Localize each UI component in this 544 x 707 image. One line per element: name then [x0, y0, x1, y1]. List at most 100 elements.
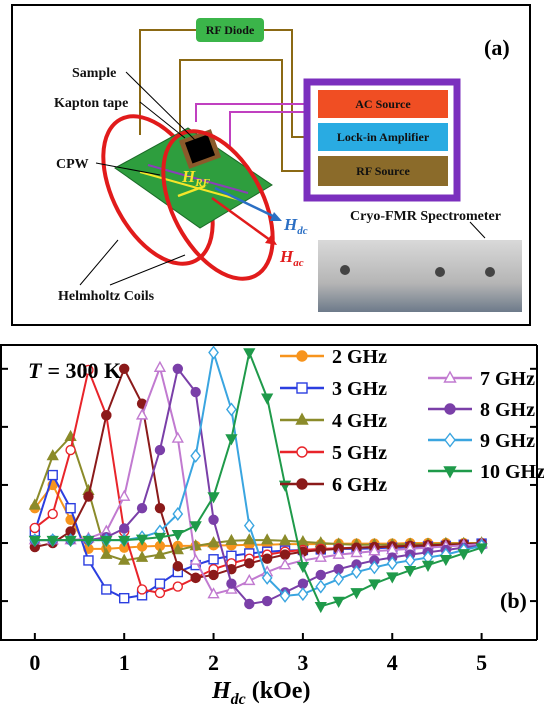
marker: [443, 370, 457, 383]
sample-label: Sample: [72, 66, 116, 81]
marker: [368, 579, 381, 591]
marker: [386, 572, 399, 584]
series: [29, 345, 487, 603]
marker: [172, 561, 184, 572]
legend-label: 7 GHz: [480, 368, 535, 390]
symbol: H: [279, 247, 294, 266]
wire: [179, 59, 318, 172]
hrf-arrow: [177, 184, 206, 198]
marker: [244, 598, 255, 610]
marker: [278, 480, 292, 492]
marker: [261, 393, 274, 405]
marker: [279, 588, 291, 603]
hdc-label: Hdc: [283, 215, 308, 237]
marker: [154, 502, 166, 514]
marker: [278, 558, 292, 570]
marker: [207, 492, 220, 504]
legend-label: 8 GHz: [480, 399, 535, 421]
legend-label: 6 GHz: [332, 474, 387, 496]
marker: [101, 410, 112, 421]
marker: [190, 572, 201, 584]
x-tick-label: 0: [29, 650, 40, 675]
marker: [444, 432, 456, 448]
marker: [118, 363, 130, 375]
wire: [195, 103, 318, 122]
marker: [83, 555, 94, 566]
series: [29, 364, 487, 599]
panel-a: RF Diode (a) HRF Hdc Hac Sample Kapton t…: [11, 4, 531, 326]
marker: [457, 549, 470, 561]
series: [29, 469, 487, 604]
x-tick-label: 2: [208, 650, 219, 675]
hac-arrow: [211, 196, 271, 242]
marker: [314, 550, 327, 562]
marker: [296, 478, 308, 490]
annotation-text: = 300 K: [47, 358, 121, 383]
instrument-label: Lock-in Amplifier: [337, 130, 430, 144]
marker: [297, 578, 309, 589]
marker: [136, 584, 148, 595]
marker: [154, 444, 166, 456]
marker: [28, 498, 41, 510]
marker: [118, 592, 130, 604]
marker: [315, 579, 327, 594]
marker: [444, 403, 456, 415]
cpw-line: [139, 171, 241, 201]
marker: [189, 553, 202, 565]
legend-label: 9 GHz: [480, 430, 535, 452]
marker: [136, 502, 148, 514]
marker: [83, 491, 94, 502]
symbol: H: [283, 215, 298, 234]
cpw-label: CPW: [56, 157, 89, 172]
panel-label: (b): [500, 588, 527, 613]
plot: 0 1 2 3 4 5 2 GHz 3 GHz 4 GHz 5 GHz 6 GHz 7 GHz 8 GH…: [1, 345, 544, 675]
symbol: H: [181, 167, 196, 186]
marker: [135, 408, 149, 420]
x-tick-label: 4: [387, 650, 398, 675]
marker: [190, 386, 201, 398]
photo-detail: [340, 265, 350, 275]
subscript: dc: [231, 691, 246, 707]
hdc-arrow: [214, 186, 276, 219]
marker: [135, 534, 149, 546]
marker: [225, 434, 238, 446]
panel-b: 0 1 2 3 4 5 2 GHz 3 GHz 4 GHz 5 GHz 6 GHz 7 GHz 8 GH…: [0, 344, 544, 707]
marker: [171, 543, 184, 555]
marker: [226, 402, 237, 417]
marker: [46, 449, 59, 461]
annotation: T = 300 K: [28, 358, 121, 383]
marker: [171, 530, 184, 542]
marker: [208, 514, 219, 525]
marker: [172, 506, 184, 521]
marker: [118, 535, 131, 547]
marker: [314, 602, 327, 614]
marker: [64, 535, 77, 547]
marker: [350, 546, 363, 558]
marker: [296, 350, 308, 362]
series: [29, 479, 487, 555]
sample: [184, 134, 216, 164]
marker: [278, 533, 292, 545]
subscript: dc: [297, 225, 308, 237]
marker: [475, 543, 488, 555]
rf-diode-box: [196, 18, 264, 42]
marker: [100, 535, 113, 547]
marker: [154, 578, 166, 589]
marker: [171, 431, 184, 443]
x-tick-label: 5: [476, 650, 487, 675]
symbol: H: [211, 678, 232, 704]
marker: [351, 565, 362, 580]
unit: (kOe): [252, 678, 311, 704]
marker: [28, 535, 41, 547]
marker: [190, 448, 202, 463]
legend: 2 GHz 3 GHz 4 GHz 5 GHz 6 GHz 7 GHz 8 GHz 9 GHz…: [280, 346, 544, 496]
marker: [295, 412, 309, 425]
marker: [153, 532, 167, 545]
marker: [279, 549, 291, 560]
marker: [118, 489, 131, 501]
marker: [243, 573, 256, 586]
marker: [261, 570, 273, 585]
marker: [439, 554, 452, 567]
marker: [296, 382, 308, 394]
